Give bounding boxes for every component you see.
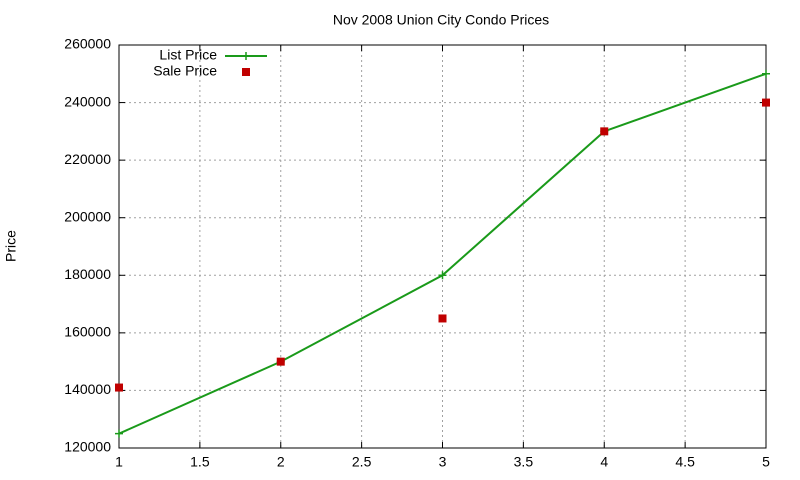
y-tick-label: 260000 bbox=[64, 36, 111, 52]
legend-label: Sale Price bbox=[153, 63, 217, 79]
x-tick-label: 2 bbox=[277, 454, 285, 470]
x-tick-label: 5 bbox=[762, 454, 770, 470]
marker bbox=[242, 52, 250, 60]
y-tick-label: 220000 bbox=[64, 151, 111, 167]
chart-title: Nov 2008 Union City Condo Prices bbox=[333, 12, 549, 28]
x-tick-label: 1.5 bbox=[190, 454, 210, 470]
legend-label: List Price bbox=[159, 47, 217, 63]
marker bbox=[242, 68, 250, 76]
y-tick-label: 160000 bbox=[64, 324, 111, 340]
marker bbox=[115, 383, 123, 392]
marker bbox=[438, 314, 447, 323]
marker bbox=[600, 127, 609, 136]
x-tick-label: 4.5 bbox=[675, 454, 695, 470]
y-tick-label: 140000 bbox=[64, 381, 111, 397]
marker bbox=[276, 357, 285, 366]
marker bbox=[438, 271, 447, 280]
x-tick-label: 1 bbox=[115, 454, 123, 470]
y-axis-label: Price bbox=[3, 230, 19, 262]
y-tick-label: 180000 bbox=[64, 266, 111, 282]
x-tick-label: 3.5 bbox=[514, 454, 534, 470]
y-tick-label: 240000 bbox=[64, 93, 111, 109]
marker bbox=[115, 429, 123, 438]
x-tick-label: 2.5 bbox=[352, 454, 372, 470]
y-tick-label: 120000 bbox=[64, 439, 111, 455]
x-tick-label: 3 bbox=[439, 454, 447, 470]
marker bbox=[762, 69, 770, 78]
marker bbox=[762, 98, 770, 107]
x-tick-label: 4 bbox=[600, 454, 608, 470]
y-tick-label: 200000 bbox=[64, 208, 111, 224]
plot-border bbox=[118, 44, 767, 449]
